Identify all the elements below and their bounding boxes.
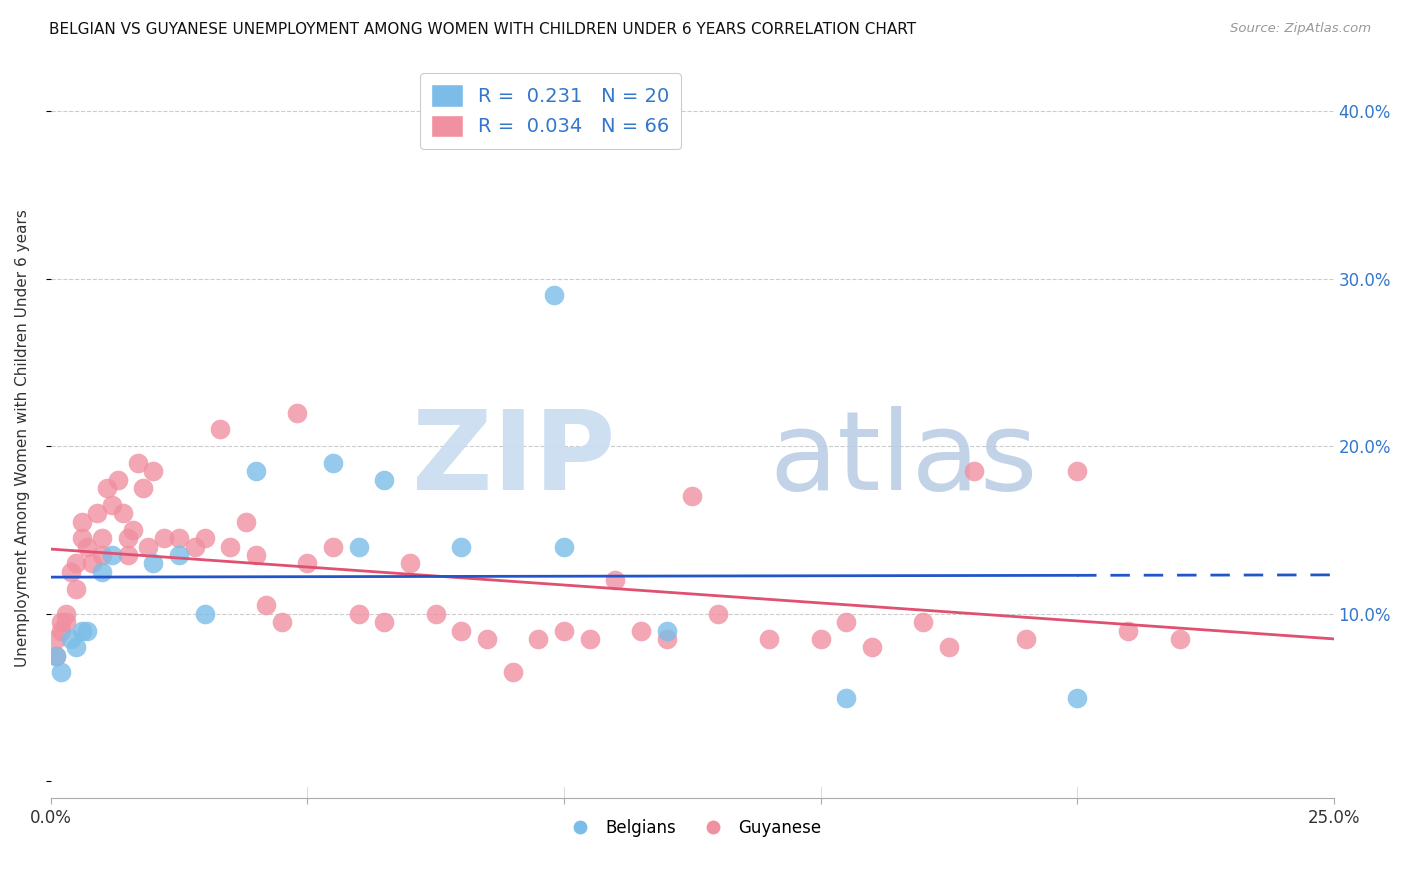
Point [322,456,344,470]
Point [450,540,472,554]
Point [1066,690,1088,705]
Point [65,640,87,655]
Point [127,456,149,470]
Point [111,506,134,520]
Point [107,473,129,487]
Point [49,615,72,629]
Point [450,624,472,638]
Point [373,615,395,629]
Point [399,557,422,571]
Point [553,540,575,554]
Point [681,490,703,504]
Point [101,498,124,512]
Point [835,690,858,705]
Point [425,607,447,621]
Point [707,607,730,621]
Point [245,548,267,562]
Point [142,464,165,478]
Point [235,515,257,529]
Point [91,532,114,546]
Point [60,565,83,579]
Point [655,632,678,646]
Point [45,648,67,663]
Point [136,540,159,554]
Point [1015,632,1038,646]
Point [322,540,344,554]
Point [55,615,77,629]
Point [810,632,832,646]
Point [132,481,155,495]
Legend: Belgians, Guyanese: Belgians, Guyanese [557,813,828,844]
Point [553,624,575,638]
Point [1168,632,1191,646]
Point [938,640,960,655]
Point [912,615,935,629]
Point [49,624,72,638]
Point [80,557,103,571]
Point [70,624,93,638]
Point [963,464,986,478]
Point [70,532,93,546]
Point [142,557,165,571]
Point [578,632,600,646]
Point [1118,624,1140,638]
Point [96,481,118,495]
Point [194,607,217,621]
Point [91,565,114,579]
Point [655,624,678,638]
Point [219,540,242,554]
Point [49,665,72,680]
Text: BELGIAN VS GUYANESE UNEMPLOYMENT AMONG WOMEN WITH CHILDREN UNDER 6 YEARS CORRELA: BELGIAN VS GUYANESE UNEMPLOYMENT AMONG W… [49,22,917,37]
Point [76,540,98,554]
Text: atlas: atlas [769,406,1038,513]
Point [285,406,308,420]
Point [65,557,87,571]
Point [297,557,319,571]
Point [527,632,550,646]
Point [475,632,498,646]
Point [270,615,292,629]
Point [91,548,114,562]
Point [76,624,98,638]
Point [502,665,524,680]
Point [70,515,93,529]
Point [167,532,190,546]
Point [167,548,190,562]
Point [183,540,205,554]
Point [122,523,145,537]
Point [245,464,267,478]
Point [347,540,370,554]
Point [835,615,858,629]
Text: ZIP: ZIP [412,406,616,513]
Point [758,632,780,646]
Point [630,624,652,638]
Point [55,607,77,621]
Point [152,532,174,546]
Point [117,532,139,546]
Point [86,506,108,520]
Point [605,574,627,588]
Point [209,422,232,436]
Point [194,532,217,546]
Point [117,548,139,562]
Point [860,640,883,655]
Point [347,607,370,621]
Point [45,632,67,646]
Y-axis label: Unemployment Among Women with Children Under 6 years: Unemployment Among Women with Children U… [15,209,30,666]
Point [254,599,277,613]
Point [1066,464,1088,478]
Point [60,632,83,646]
Point [373,473,395,487]
Point [101,548,124,562]
Point [45,648,67,663]
Text: Source: ZipAtlas.com: Source: ZipAtlas.com [1230,22,1371,36]
Point [543,288,565,302]
Point [65,582,87,596]
